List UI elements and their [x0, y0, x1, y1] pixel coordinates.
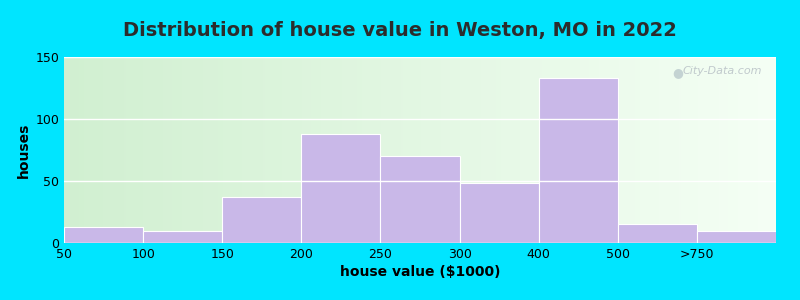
Bar	[618, 224, 697, 243]
Bar	[222, 197, 302, 243]
Bar	[459, 184, 538, 243]
Text: City-Data.com: City-Data.com	[682, 66, 762, 76]
Text: Distribution of house value in Weston, MO in 2022: Distribution of house value in Weston, M…	[123, 21, 677, 40]
X-axis label: house value ($1000): house value ($1000)	[340, 265, 500, 279]
Bar	[64, 227, 143, 243]
Text: ●: ●	[673, 66, 683, 79]
Y-axis label: houses: houses	[17, 122, 31, 178]
Bar	[697, 231, 776, 243]
Bar	[143, 231, 222, 243]
Bar	[302, 134, 381, 243]
Bar	[538, 78, 618, 243]
Bar	[381, 156, 459, 243]
